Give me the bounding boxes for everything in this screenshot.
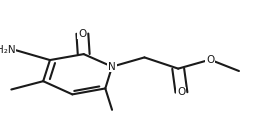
Text: O: O: [206, 55, 214, 65]
Text: O: O: [78, 29, 86, 39]
Text: N: N: [108, 62, 116, 72]
Text: H₂N: H₂N: [0, 45, 16, 55]
Text: O: O: [177, 87, 185, 97]
